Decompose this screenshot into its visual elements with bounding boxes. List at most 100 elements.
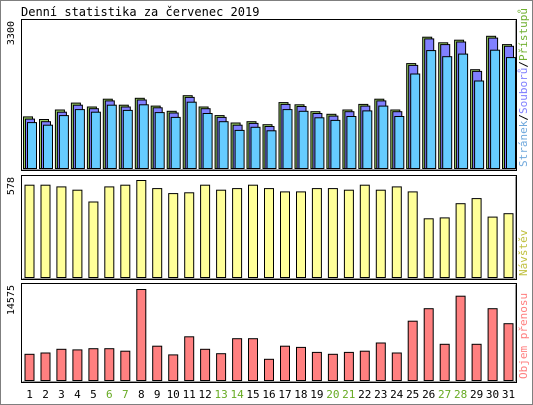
day-label-16: 16 bbox=[262, 388, 275, 401]
bar-n-v-t-v-15 bbox=[248, 184, 258, 278]
bar-str-nek-1 bbox=[27, 122, 37, 169]
day-label-12: 12 bbox=[198, 388, 211, 401]
y-max-label: 3300 bbox=[6, 21, 17, 45]
day-label-26: 26 bbox=[422, 388, 435, 401]
bar-str-nek-4 bbox=[74, 109, 85, 169]
day-label-7: 7 bbox=[122, 388, 129, 401]
bar-objem-p-enosu-4 bbox=[72, 349, 83, 381]
bar-objem-p-enosu-31 bbox=[503, 323, 514, 382]
bar-objem-p-enosu-30 bbox=[487, 308, 498, 382]
day-label-9: 9 bbox=[154, 388, 161, 401]
bar-objem-p-enosu-3 bbox=[56, 348, 67, 381]
day-label-14: 14 bbox=[230, 388, 244, 401]
day-label-31: 31 bbox=[502, 388, 515, 401]
bar-str-nek-28 bbox=[458, 53, 469, 169]
bar-n-v-t-v-16 bbox=[264, 188, 274, 279]
bar-objem-p-enosu-15 bbox=[248, 338, 258, 382]
bar-str-nek-31 bbox=[506, 57, 516, 169]
bar-n-v-t-v-12 bbox=[200, 184, 211, 278]
legend-separator: / bbox=[517, 114, 530, 121]
bar-objem-p-enosu-1 bbox=[24, 353, 35, 381]
panel-frame bbox=[21, 283, 517, 383]
bar-objem-p-enosu-25 bbox=[407, 320, 418, 382]
bar-objem-p-enosu-20 bbox=[327, 353, 338, 381]
day-label-18: 18 bbox=[294, 388, 307, 401]
day-label-21: 21 bbox=[342, 388, 355, 401]
bar-n-v-t-v-2 bbox=[40, 184, 51, 278]
day-axis-labels: 1 2 3 4 5 6 7 8 9 10 11 12 13 14 15 16 17 18 19 20 21 22 23 24 2… bbox=[26, 388, 515, 401]
bar-n-v-t-v-29 bbox=[471, 198, 482, 279]
bar-str-nek-16 bbox=[266, 130, 277, 170]
day-label-8: 8 bbox=[138, 388, 145, 401]
panel-legend: Stránek/Souborů/Přístupů bbox=[517, 8, 530, 167]
day-label-25: 25 bbox=[406, 388, 419, 401]
day-label-1: 1 bbox=[26, 388, 33, 401]
bar-str-nek-26 bbox=[426, 50, 437, 169]
bar-n-v-t-v-1 bbox=[24, 184, 35, 278]
day-label-24: 24 bbox=[390, 388, 404, 401]
bar-str-nek-17 bbox=[282, 109, 293, 169]
bar-str-nek-20 bbox=[330, 119, 341, 169]
bar-objem-p-enosu-14 bbox=[232, 338, 243, 382]
bar-str-nek-15 bbox=[250, 126, 261, 170]
day-label-2: 2 bbox=[42, 388, 49, 401]
bar-objem-p-enosu-13 bbox=[216, 353, 227, 382]
legend-entry-1: Návštěv bbox=[517, 229, 530, 276]
bar-objem-p-enosu-9 bbox=[152, 345, 163, 382]
bar-objem-p-enosu-11 bbox=[184, 336, 195, 381]
bar-objem-p-enosu-29 bbox=[471, 343, 482, 381]
day-label-4: 4 bbox=[74, 388, 81, 401]
bar-n-v-t-v-24 bbox=[391, 186, 402, 278]
bar-objem-p-enosu-24 bbox=[391, 352, 402, 381]
day-label-29: 29 bbox=[470, 388, 483, 401]
bar-objem-p-enosu-5 bbox=[88, 348, 99, 382]
bar-n-v-t-v-3 bbox=[56, 186, 67, 278]
bar-objem-p-enosu-18 bbox=[296, 346, 306, 381]
bar-n-v-t-v-11 bbox=[184, 192, 195, 278]
bar-objem-p-enosu-27 bbox=[439, 343, 450, 381]
panel-legend: Návštěv bbox=[517, 229, 530, 276]
bar-str-nek-24 bbox=[394, 116, 405, 169]
day-label-27: 27 bbox=[438, 388, 451, 401]
bar-str-nek-13 bbox=[218, 121, 229, 169]
bar-n-v-t-v-8 bbox=[136, 180, 147, 278]
bar-str-nek-9 bbox=[154, 112, 165, 169]
legend-text: Objem přenosu bbox=[517, 293, 530, 379]
y-max-label: 578 bbox=[6, 177, 17, 195]
bar-n-v-t-v-25 bbox=[407, 191, 418, 278]
bar-n-v-t-v-14 bbox=[232, 188, 243, 279]
panel-3: 14575 Objem přenosu bbox=[6, 283, 530, 383]
bar-str-nek-6 bbox=[106, 104, 117, 169]
chart-title: Denní statistika za červenec 2019 bbox=[21, 5, 259, 19]
bar-objem-p-enosu-19 bbox=[311, 351, 322, 381]
panels-layer: 3300 Stránek/Souborů/Přístupů 578 Návštěv 14… bbox=[6, 8, 530, 383]
bar-n-v-t-v-27 bbox=[439, 217, 450, 278]
bar-n-v-t-v-13 bbox=[216, 189, 227, 278]
bar-str-nek-2 bbox=[43, 124, 53, 169]
day-label-20: 20 bbox=[326, 388, 339, 401]
bar-n-v-t-v-6 bbox=[104, 186, 115, 278]
day-label-13: 13 bbox=[214, 388, 227, 401]
bar-str-nek-30 bbox=[490, 49, 501, 170]
bar-str-nek-23 bbox=[378, 105, 389, 169]
bar-objem-p-enosu-22 bbox=[359, 350, 370, 382]
legend-text: Stránek/Souborů/Přístupů bbox=[517, 8, 530, 167]
bar-n-v-t-v-19 bbox=[311, 188, 322, 279]
bar-objem-p-enosu-23 bbox=[375, 342, 386, 381]
bar-n-v-t-v-22 bbox=[359, 184, 370, 278]
day-label-28: 28 bbox=[454, 388, 467, 401]
bar-str-nek-21 bbox=[346, 116, 357, 169]
bar-str-nek-25 bbox=[410, 73, 421, 169]
bar-objem-p-enosu-28 bbox=[455, 295, 466, 382]
panel-legend: Objem přenosu bbox=[517, 293, 530, 379]
legend-entry-2: Souborů bbox=[517, 68, 530, 114]
bar-n-v-t-v-18 bbox=[296, 191, 306, 278]
bar-str-nek-27 bbox=[442, 56, 453, 170]
day-label-19: 19 bbox=[310, 388, 323, 401]
legend-separator: / bbox=[517, 61, 530, 68]
bar-n-v-t-v-30 bbox=[487, 216, 498, 279]
bar-n-v-t-v-28 bbox=[455, 203, 466, 278]
bar-objem-p-enosu-7 bbox=[120, 350, 131, 382]
